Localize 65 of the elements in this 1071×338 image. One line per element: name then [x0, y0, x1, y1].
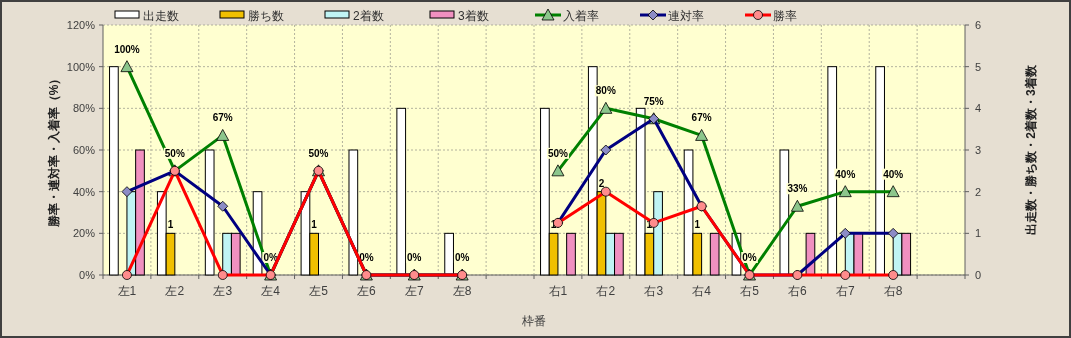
legend-label: 3着数 — [458, 9, 489, 23]
data-label: 1 — [167, 219, 174, 231]
data-label: 67% — [691, 112, 712, 124]
x-tick-label: 右1 — [548, 284, 568, 298]
bar — [709, 232, 720, 276]
legend-label: 勝率 — [773, 9, 797, 23]
y2-tick-label: 4 — [975, 102, 982, 115]
y2-axis-title: 出走数・勝ち数・2着数・3着数 — [1024, 64, 1038, 235]
y2-tick-label: 6 — [975, 19, 982, 31]
y2-tick-label: 1 — [975, 227, 982, 240]
bar — [204, 149, 215, 276]
data-label: 40% — [883, 168, 904, 180]
x-tick-label: 左7 — [404, 284, 424, 298]
x-tick-label: 左8 — [452, 284, 472, 298]
y2-tick-label: 3 — [975, 144, 982, 156]
bar — [396, 107, 407, 276]
y-axis-title: 勝率・連対率・入着率（%） — [47, 72, 61, 229]
x-tick-label: 右7 — [835, 284, 855, 298]
legend-label: 勝ち数 — [248, 9, 284, 23]
data-label: 0% — [742, 252, 757, 263]
bar — [348, 149, 359, 276]
legend-label: 入着率 — [563, 9, 599, 23]
data-label: 2 — [598, 177, 605, 189]
y2-tick-label: 2 — [975, 185, 982, 198]
x-tick-label: 左1 — [117, 284, 137, 298]
data-label: 67% — [212, 112, 233, 124]
y2-tick-label: 5 — [975, 60, 982, 73]
data-label: 75% — [643, 95, 664, 107]
data-label: 100% — [114, 43, 140, 55]
x-tick-label: 右5 — [740, 284, 760, 298]
legend-label: 2着数 — [353, 9, 384, 23]
legend-label: 出走数 — [143, 9, 179, 23]
data-label: 50% — [547, 147, 569, 159]
x-tick-label: 左4 — [261, 284, 281, 298]
x-tick-label: 右2 — [596, 284, 616, 298]
data-label: 33% — [787, 183, 808, 195]
y-tick-label: 120% — [66, 19, 96, 31]
x-axis-title: 枠番 — [521, 314, 546, 328]
data-label: 1 — [311, 219, 318, 231]
y-tick-label: 80% — [72, 102, 96, 115]
bar — [444, 232, 454, 276]
data-label: 0% — [454, 252, 470, 263]
data-label: 0% — [359, 252, 374, 263]
x-tick-label: 右3 — [644, 284, 664, 298]
bar — [566, 232, 576, 276]
data-label: 50% — [308, 147, 329, 159]
x-tick-label: 左3 — [213, 284, 233, 298]
data-label: 0% — [407, 252, 422, 263]
y-tick-label: 20% — [72, 227, 96, 240]
y2-tick-label: 0 — [975, 269, 982, 281]
data-label: 80% — [595, 85, 616, 97]
x-tick-label: 左6 — [357, 284, 377, 298]
data-label: 40% — [835, 168, 856, 180]
y-tick-label: 60% — [72, 144, 96, 156]
data-label: 1 — [694, 219, 701, 231]
x-tick-label: 左2 — [165, 284, 185, 298]
x-tick-label: 右6 — [788, 284, 808, 298]
legend-label: 連対率 — [668, 9, 704, 23]
y-tick-label: 100% — [66, 60, 96, 73]
y-tick-label: 0% — [79, 269, 96, 281]
x-tick-label: 左5 — [309, 284, 329, 298]
data-label: 50% — [164, 147, 185, 159]
y-tick-label: 40% — [72, 185, 96, 198]
x-tick-label: 右4 — [692, 284, 712, 298]
x-tick-label: 右8 — [883, 284, 903, 298]
